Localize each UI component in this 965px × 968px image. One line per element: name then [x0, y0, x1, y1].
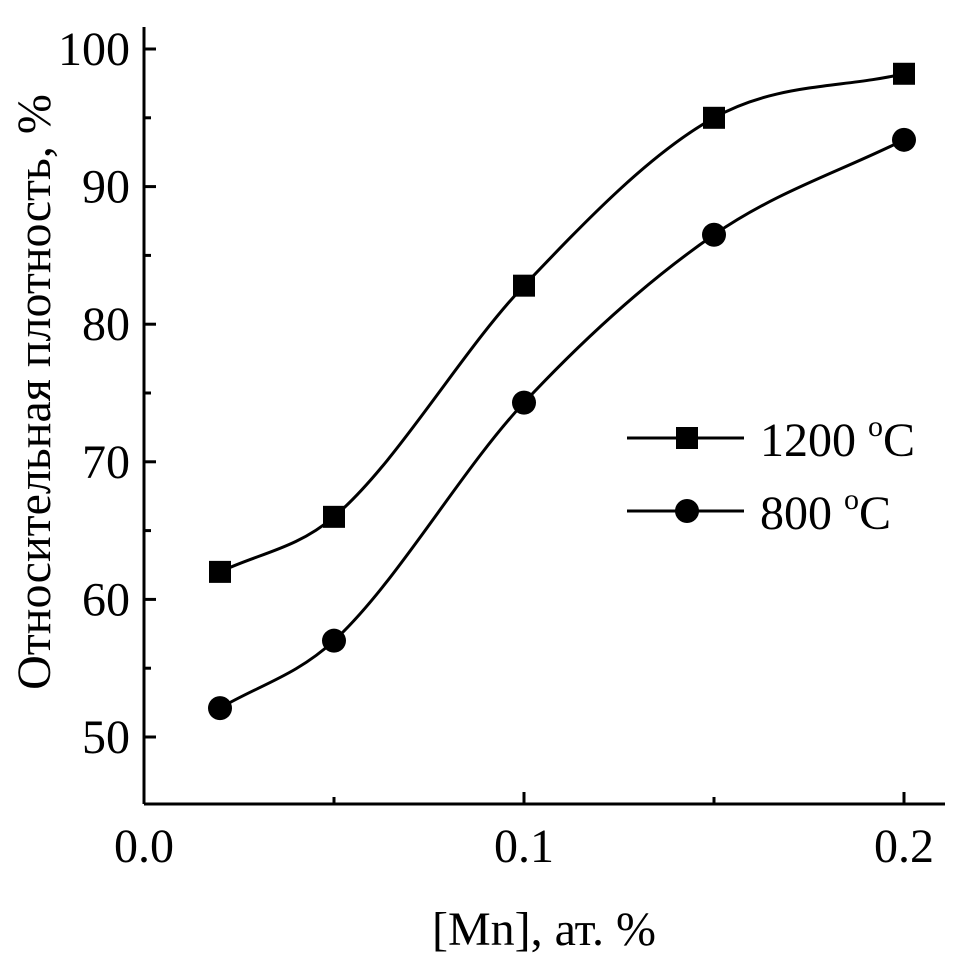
data-point-square: [209, 560, 231, 583]
data-point-circle: [208, 696, 232, 721]
legend-label-1200: 1200 oC: [760, 410, 915, 467]
y-tick-label: 80: [82, 298, 130, 351]
y-tick-label: 60: [82, 573, 130, 626]
series-markers: [208, 62, 916, 721]
data-point-square: [703, 106, 725, 129]
legend-label-800-main: 800: [760, 487, 844, 540]
data-point-circle: [892, 127, 916, 152]
data-point-square: [323, 505, 345, 528]
y-tick-label: 100: [58, 23, 130, 76]
tick-labels: 50 60 70 80 90 100 0.0 0.1 0.2: [58, 23, 934, 873]
x-axis-title: [Mn], ат. %: [432, 903, 656, 956]
legend-item-800: 800 oC: [627, 483, 891, 540]
data-point-circle: [322, 628, 346, 653]
legend-label-800-unit: C: [859, 487, 891, 540]
data-point-square: [513, 274, 535, 297]
data-point-square: [893, 62, 915, 85]
legend-label-800: 800 oC: [760, 483, 891, 540]
axes: [142, 27, 945, 806]
data-point-circle: [702, 222, 726, 247]
series-curves: [219, 72, 905, 710]
y-axis-title: Относительная плотность, %: [8, 94, 61, 690]
legend-label-1200-main: 1200: [760, 414, 868, 467]
legend-label-800-degree: o: [844, 483, 859, 516]
legend-label-1200-unit: C: [883, 414, 915, 467]
legend-marker-circle: [675, 499, 699, 523]
legend-item-1200: 1200 oC: [627, 410, 915, 467]
legend-label-1200-degree: o: [868, 410, 883, 443]
y-tick-label: 70: [82, 436, 130, 489]
data-point-circle: [512, 390, 536, 415]
y-tick-label: 50: [82, 711, 130, 764]
x-tick-label: 0.1: [494, 820, 554, 873]
legend: 1200 oC 800 oC: [627, 410, 915, 540]
legend-marker-square: [676, 427, 698, 449]
x-tick-label: 0.2: [874, 820, 934, 873]
y-tick-label: 90: [82, 161, 130, 214]
x-tick-label: 0.0: [114, 820, 174, 873]
